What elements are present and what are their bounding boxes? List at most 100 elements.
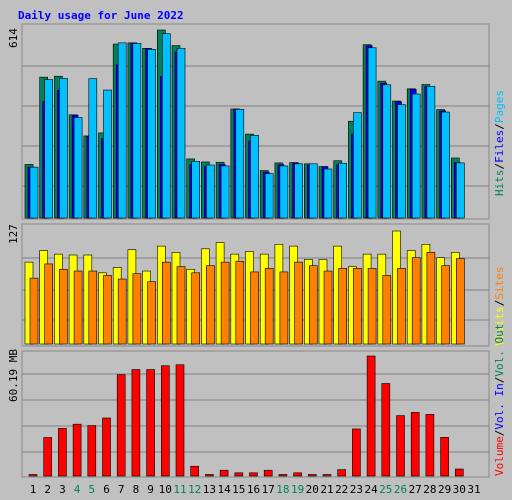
x-tick-label: 12 [188,483,201,496]
bar-volume-day-27 [410,412,420,477]
bar-pages-day-1 [29,166,39,219]
bar-volume-day-16 [249,472,258,477]
x-tick-label: 9 [147,483,154,496]
x-tick-label: 22 [335,483,348,496]
bar-pages-day-19 [294,163,303,219]
bar-pages-day-26 [397,104,406,219]
x-tick-label: 19 [291,483,304,496]
bar-pages-day-22 [338,162,348,219]
bar-sites-day-7 [117,278,127,345]
bar-sites-day-21 [323,270,333,345]
bar-pages-day-9 [147,48,156,219]
bar-pages-day-23 [353,112,362,219]
x-tick-label: 29 [438,483,451,496]
legend-text: Hits/Files/Pages [493,90,506,196]
bar-pages-day-29 [441,111,450,219]
bar-volume-day-5 [87,425,97,477]
legend-group: Visits/Sites [493,267,506,347]
legend-entry: Vol. Out [493,324,506,377]
panel-frame-visits [21,223,490,347]
x-tick-label: 28 [423,483,436,496]
x-tick-label: 20 [306,483,319,496]
bar-volume-day-25 [381,383,391,477]
bar-pages-day-5 [88,78,98,219]
bar-sites-day-6 [103,275,112,345]
bar-pages-day-6 [103,89,112,219]
legend-group: Hits/Files/Pages [493,90,506,196]
bar-volume-day-29 [440,437,449,477]
bars [24,29,465,477]
legend-entry: Visits [493,306,506,346]
right-legends: Hits/Files/PagesVisits/SitesVolume/Vol. … [493,90,506,476]
bar-pages-day-24 [367,47,377,219]
bar-volume-day-2 [43,437,53,477]
max-label-visits: 127 [7,224,20,244]
bar-sites-day-11 [176,266,186,345]
x-tick-label: 3 [59,483,66,496]
bar-sites-day-29 [441,265,450,345]
x-tick-label: 11 [173,483,186,496]
bar-sites-day-17 [264,268,274,345]
bar-sites-day-5 [88,270,98,345]
legend-entry: Hits [493,170,506,197]
bar-pages-day-4 [73,117,83,219]
bar-pages-day-15 [235,109,245,219]
legend-entry: / [493,163,506,170]
bar-volume-day-30 [454,468,464,477]
bar-volume-day-18 [278,474,288,477]
x-tick-label: 7 [118,483,125,496]
bar-volume-day-14 [219,469,229,477]
bar-volume-day-1 [28,474,38,477]
x-tick-label: 16 [247,483,260,496]
x-tick-label: 15 [232,483,245,496]
x-tick-label: 21 [320,483,333,496]
x-tick-label: 5 [88,483,95,496]
bar-volume-day-7 [116,374,126,477]
x-tick-label: 1 [30,483,37,496]
panel-frame-volume [21,350,490,478]
bar-pages-day-13 [206,164,215,219]
legend-entry: Files [493,130,506,163]
bar-sites-day-23 [353,268,362,345]
x-tick-label: 27 [409,483,422,496]
bar-sites-day-27 [411,257,421,345]
x-tick-label: 30 [453,483,466,496]
bar-volume-day-13 [205,474,214,477]
bar-volume-day-17 [263,469,273,477]
bar-pages-day-30 [455,162,465,219]
bar-sites-day-24 [367,268,377,345]
x-tick-label: 2 [44,483,51,496]
bar-volume-day-28 [425,414,435,477]
bar-volume-day-3 [58,428,67,477]
legend-entry: Sites [493,267,506,300]
bar-sites-day-10 [162,261,171,345]
bar-volume-day-6 [102,417,111,477]
legend-entry: / [493,123,506,130]
x-tick-label: 25 [379,483,392,496]
bar-sites-day-1 [29,277,39,345]
bar-pages-day-27 [411,93,421,219]
bar-pages-day-18 [279,165,289,219]
bar-sites-day-15 [235,260,245,345]
bar-volume-day-19 [293,472,302,477]
bar-volume-day-11 [175,364,185,477]
bar-sites-day-18 [279,271,289,345]
bar-sites-day-30 [455,258,465,345]
bar-pages-day-25 [382,84,392,219]
x-tick-label: 10 [159,483,172,496]
bar-volume-day-20 [307,474,317,477]
bar-sites-day-22 [338,268,348,345]
max-label-hits: 614 [7,28,20,48]
bar-sites-day-13 [206,265,215,345]
bar-pages-day-17 [264,173,274,219]
bar-volume-day-4 [72,423,82,477]
bar-sites-day-2 [44,263,54,345]
x-tick-label: 24 [364,483,378,496]
bar-volume-day-21 [322,474,332,477]
max-label-volume: 60.19 MB [7,349,20,402]
bar-volume-day-10 [161,365,170,477]
bar-pages-day-21 [323,168,333,219]
bar-sites-day-8 [132,273,142,345]
x-tick-label: 6 [103,483,110,496]
